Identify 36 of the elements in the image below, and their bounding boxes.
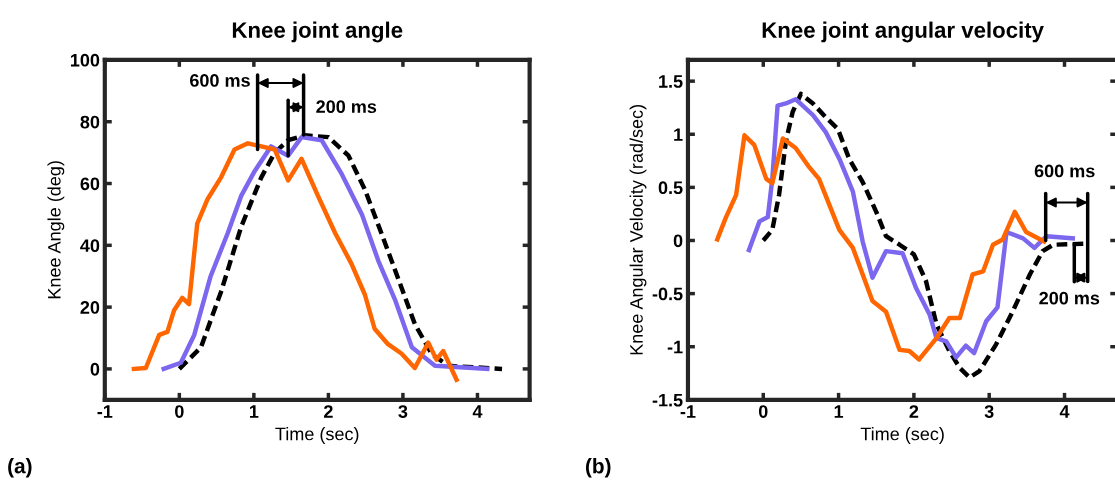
x-axis-title: Time (sec) <box>275 427 359 444</box>
y-tick-label: 40 <box>80 239 100 253</box>
x-tick-label: 2 <box>324 405 333 418</box>
x-tick-label: 3 <box>398 405 408 418</box>
annotation: 600 ms <box>190 74 250 87</box>
y-tick-label: 80 <box>80 115 100 129</box>
x-tick-label: 4 <box>1059 405 1070 418</box>
x-tick-label: 0 <box>175 405 184 418</box>
y-axis-title: Knee Angle (deg) <box>47 161 65 299</box>
y-tick-label: 1 <box>674 128 683 141</box>
x-tick-label: 0 <box>758 405 768 418</box>
text: (b) <box>585 458 611 478</box>
y-tick-label: 20 <box>80 301 100 314</box>
y-axis-title: Knee Angular Velocity (rad/sec) <box>629 105 647 355</box>
y-tick-label: 0.5 <box>658 181 683 195</box>
y-tick-label: 100 <box>70 53 100 67</box>
x-tick-label: 3 <box>984 405 994 418</box>
y-tick-label: -1 <box>667 340 683 354</box>
x-tick-label: 1 <box>249 405 259 418</box>
x-tick-label: -1 <box>97 405 113 418</box>
x-axis-title: Time (sec) <box>860 427 944 444</box>
chart-title: Knee joint angular velocity <box>762 21 1044 43</box>
x-tick-label: 4 <box>472 405 483 418</box>
y-tick-label: 0 <box>90 362 100 376</box>
y-tick-label: 60 <box>80 177 100 191</box>
y-tick-label: 0 <box>673 234 683 248</box>
annotation: 200 ms <box>316 100 377 114</box>
x-tick-label: 1 <box>834 405 844 418</box>
annotation: 200 ms <box>1039 291 1100 305</box>
chart-title: Knee joint angle <box>232 21 403 43</box>
text: (a) <box>8 458 32 478</box>
x-tick-label: 2 <box>909 405 919 418</box>
y-tick-label: 1.5 <box>659 75 683 88</box>
y-tick-label: -1.5 <box>652 393 683 407</box>
annotation: 600 ms <box>1034 164 1095 178</box>
y-tick-label: -0.5 <box>652 287 683 301</box>
